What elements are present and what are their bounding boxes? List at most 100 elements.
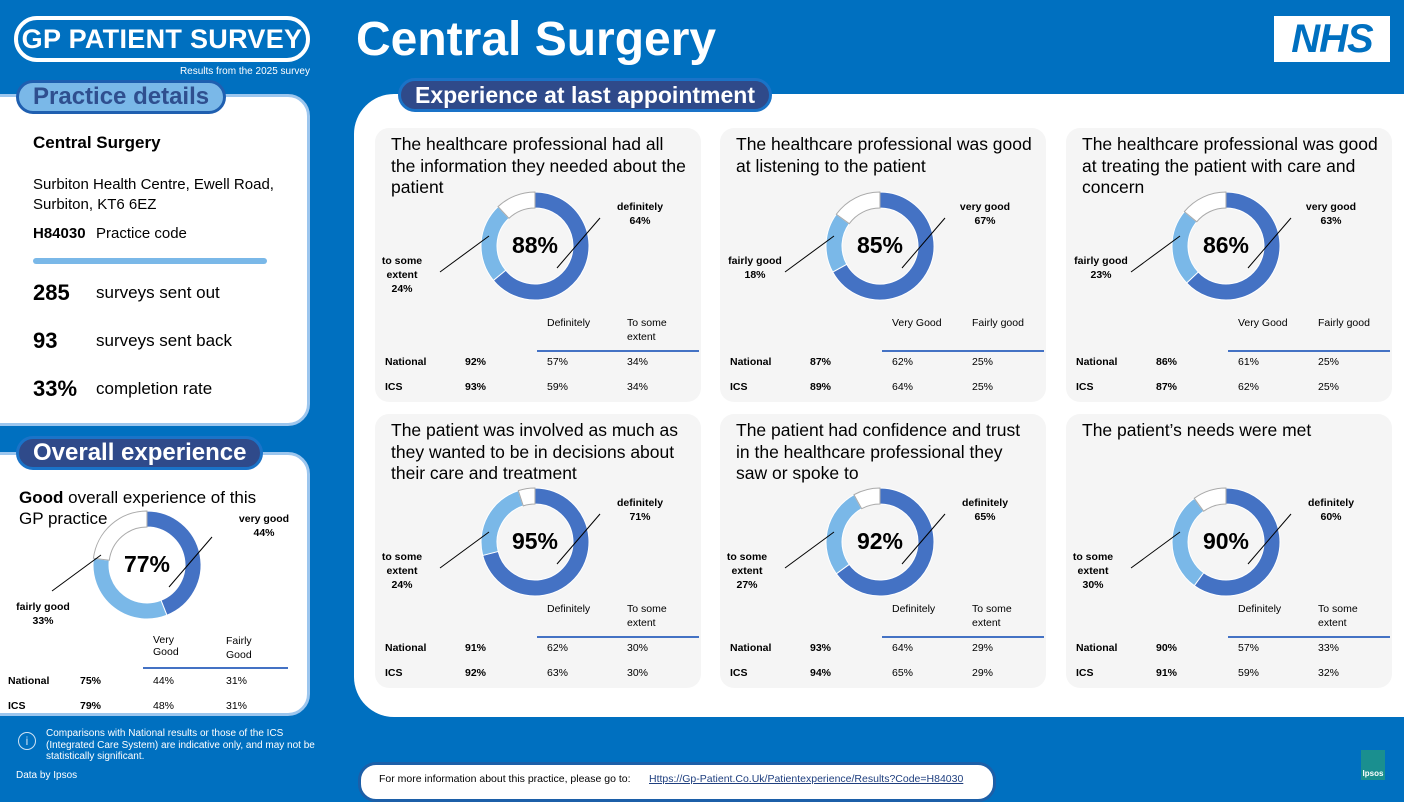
card-title: The patient was involved as much as they… (391, 420, 678, 483)
dark-segment (492, 191, 590, 301)
info-icon: i (18, 732, 36, 750)
light-label: fairly good (1074, 255, 1128, 267)
column-header: Very Good (1238, 317, 1288, 329)
light-leader-line (784, 235, 835, 273)
dark-label: definitely (961, 497, 1009, 509)
column-header: Definitely (547, 317, 591, 329)
practice-code: H84030 (33, 225, 86, 242)
dark-leader-line (1247, 513, 1292, 565)
light-value: 24% (391, 579, 413, 591)
total-percentage: 92% (856, 528, 904, 554)
light-leader-line (51, 554, 102, 592)
row-col2: 29% (972, 667, 994, 679)
light-leader-line (439, 531, 490, 569)
card-title: The healthcare professional had all the … (391, 134, 686, 197)
row-col2: 31% (226, 700, 248, 712)
overall-experience-card: Good overall experience of this GP pract… (0, 452, 310, 716)
light-value: 18% (744, 269, 766, 281)
card-title: The patient had confidence and trust in … (736, 420, 1021, 483)
light-label: to some extent (381, 551, 423, 577)
light-label: to some extent (726, 551, 768, 577)
dark-leader-line (1247, 217, 1292, 269)
row-total: 79% (80, 700, 102, 712)
card-title: The healthcare professional was good at … (736, 134, 1032, 176)
practice-name: Central Surgery (33, 133, 161, 152)
stat-value: 33% (33, 376, 78, 401)
row-col1: 65% (892, 667, 914, 679)
practice-code-label: Practice code (96, 225, 187, 242)
practice-results-link[interactable]: Https://Gp-Patient.Co.Uk/Patientexperien… (649, 773, 964, 785)
dark-leader-line (901, 217, 946, 269)
row-col1: 59% (547, 381, 569, 393)
row-col2: 30% (627, 667, 649, 679)
row-col2: 25% (972, 356, 994, 368)
row-total: 93% (465, 381, 487, 393)
row-label: National (1076, 642, 1118, 654)
column-header: To some extent (1318, 603, 1358, 629)
logo-subtitle: Results from the 2025 survey (179, 66, 310, 77)
dark-value: 71% (629, 511, 651, 523)
total-percentage: 95% (511, 528, 559, 554)
column-header: To some extent (627, 603, 667, 629)
light-value: 33% (32, 615, 54, 627)
row-col2: 25% (1318, 381, 1340, 393)
row-total: 87% (1156, 381, 1178, 393)
more-info-text: For more information about this practice… (379, 773, 631, 785)
dark-leader-line (901, 513, 946, 565)
dark-label: definitely (616, 201, 664, 213)
row-label: National (385, 356, 427, 368)
nhs-logo: NHS (1274, 16, 1390, 62)
ipsos-logo: Ipsos (1361, 750, 1385, 780)
total-percentage: 86% (1202, 232, 1250, 258)
column-header: To some extent (627, 317, 667, 343)
dark-segment (482, 487, 590, 597)
remaining-segment (1183, 191, 1227, 223)
remaining-segment (517, 487, 536, 507)
header-divider (882, 350, 1044, 352)
row-col2: 32% (1318, 667, 1340, 679)
row-col1: 62% (547, 642, 569, 654)
row-col2: 34% (627, 356, 649, 368)
header-divider (537, 636, 699, 638)
row-label: National (385, 642, 427, 654)
row-label: ICS (8, 700, 26, 712)
row-col1: 64% (892, 642, 914, 654)
light-label: fairly good (16, 601, 70, 613)
disclaimer: Comparisons with National results or tho… (46, 728, 315, 762)
dark-leader-line (168, 536, 213, 588)
stat-value: 93 (33, 328, 58, 353)
donut-chart (1130, 487, 1292, 597)
remaining-segment (92, 510, 148, 561)
row-col2: 31% (226, 675, 248, 687)
column-header: Very Good (153, 634, 179, 658)
donut-chart (1130, 191, 1292, 301)
practice-details-heading: Practice details (16, 80, 227, 114)
dark-value: 64% (629, 215, 651, 227)
row-col2: 29% (972, 642, 994, 654)
dark-value: 44% (253, 527, 275, 539)
row-col1: 62% (1238, 381, 1260, 393)
row-total: 91% (465, 642, 487, 654)
row-col2: 33% (1318, 642, 1340, 654)
donut-chart (439, 191, 601, 301)
row-col1: 64% (892, 381, 914, 393)
column-header: To some extent (972, 603, 1012, 629)
column-header: Very Good (892, 317, 942, 329)
donut-chart (439, 487, 601, 597)
dark-label: very good (238, 513, 290, 525)
dark-label: definitely (1307, 497, 1355, 509)
stat-label: surveys sent out (96, 283, 220, 302)
row-label: ICS (1076, 667, 1094, 679)
remaining-segment (1193, 487, 1227, 512)
dark-leader-line (556, 217, 601, 269)
row-total: 75% (80, 675, 102, 687)
question-card: The patient was involved as much as they… (375, 414, 701, 688)
dark-value: 65% (974, 511, 996, 523)
light-leader-line (1130, 235, 1181, 273)
question-card: The healthcare professional was good at … (1066, 128, 1392, 402)
light-value: 30% (1082, 579, 1104, 591)
row-label: ICS (730, 667, 748, 679)
row-label: National (730, 356, 772, 368)
row-total: 90% (1156, 642, 1178, 654)
data-by-ipsos: Data by Ipsos (16, 770, 78, 781)
